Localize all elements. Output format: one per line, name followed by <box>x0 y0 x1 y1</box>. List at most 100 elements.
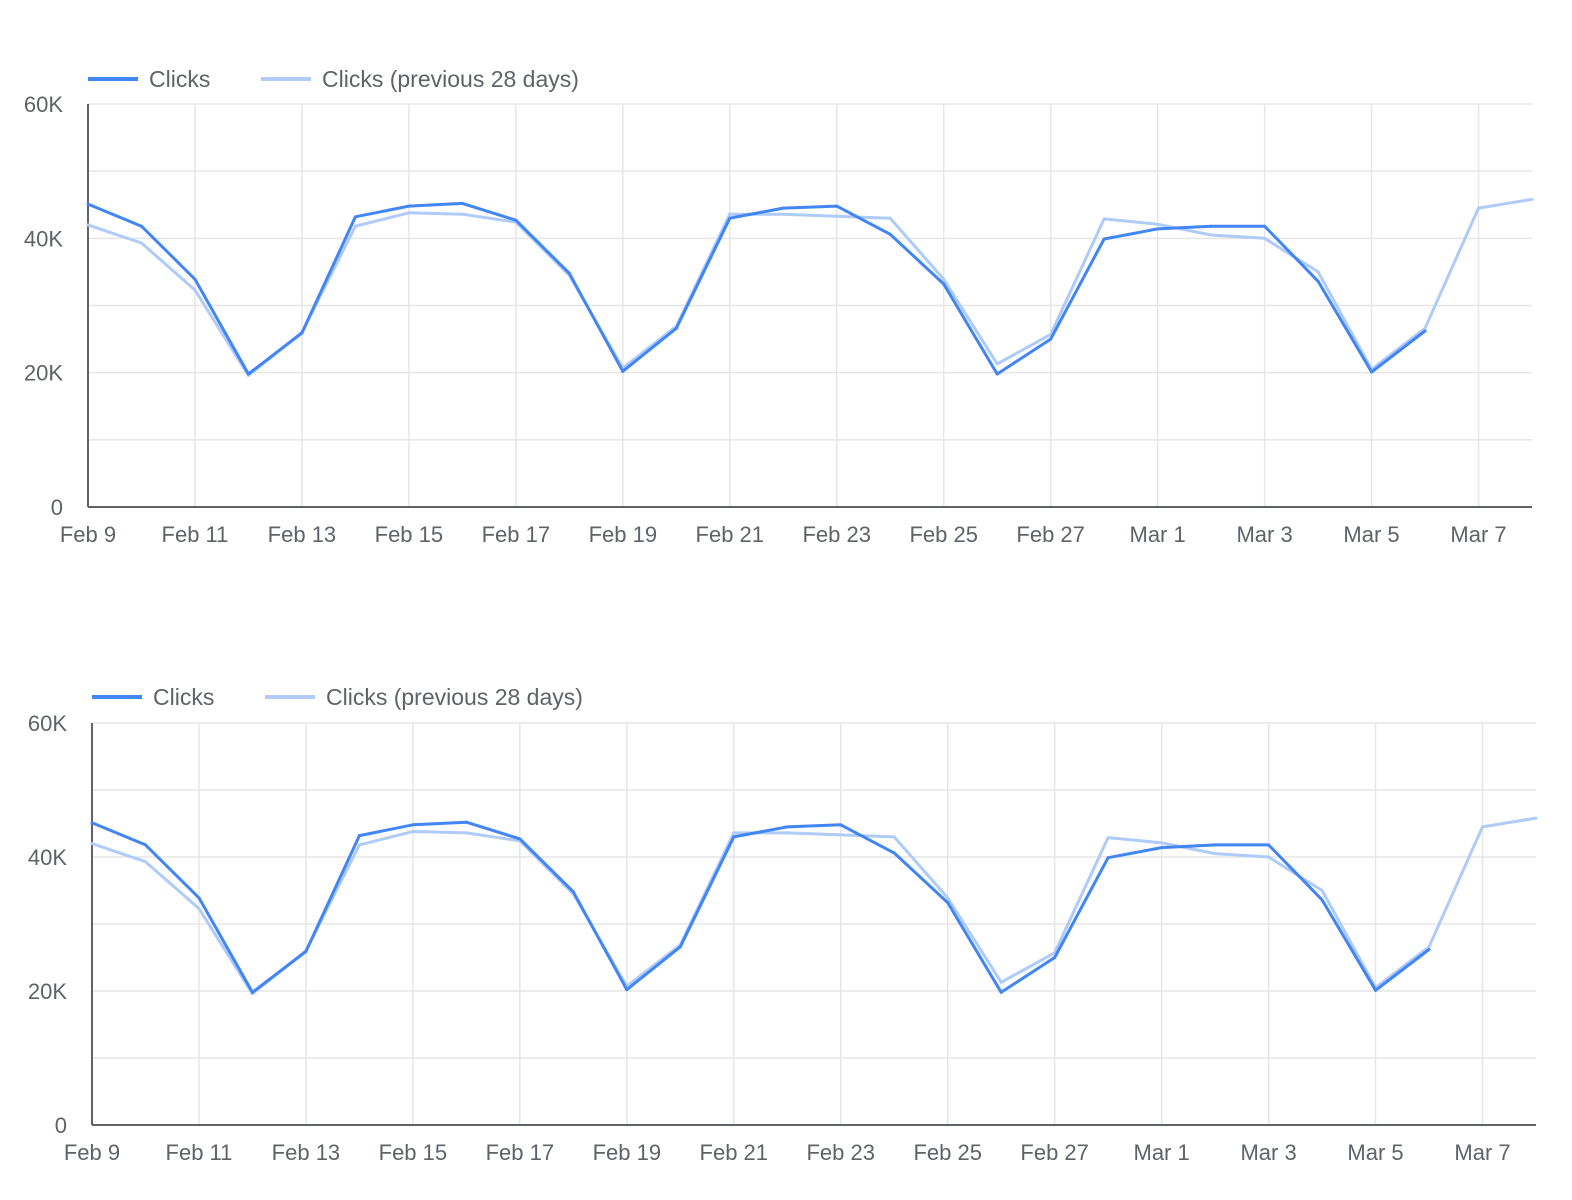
data-point-clicks <box>674 326 678 330</box>
data-point-clicks <box>888 232 892 236</box>
data-point-clicks <box>1102 237 1106 241</box>
data-point-clicks <box>995 372 999 376</box>
data-point-clicks <box>139 224 143 228</box>
x-tick-label: Mar 3 <box>1240 1140 1296 1165</box>
x-tick-label: Feb 11 <box>162 522 229 547</box>
x-tick-label: Feb 23 <box>802 522 871 547</box>
data-point-clicks <box>1053 956 1057 959</box>
y-tick-label: 40K <box>24 226 63 251</box>
data-point-clicks-previous <box>1534 816 1538 820</box>
data-point-clicks-previous <box>1320 889 1324 892</box>
data-point-clicks-previous <box>839 833 843 837</box>
series-line-clicks <box>91 820 1430 994</box>
x-tick-label: Mar 3 <box>1236 522 1292 547</box>
data-point-clicks <box>678 945 682 949</box>
data-point-clicks <box>1370 370 1374 374</box>
y-tick-label: 0 <box>55 1113 67 1138</box>
y-tick-label: 60K <box>28 711 67 736</box>
data-point-clicks-previous <box>86 223 90 227</box>
data-point-clicks <box>1160 846 1164 850</box>
data-point-clicks <box>999 990 1003 994</box>
data-point-clicks-previous <box>1156 222 1160 226</box>
data-point-clicks <box>464 820 468 824</box>
x-tick-label: Feb 17 <box>486 1140 555 1165</box>
data-point-clicks-previous <box>942 277 946 281</box>
data-point-clicks <box>1427 947 1431 951</box>
data-point-clicks <box>892 851 896 855</box>
x-tick-label: Mar 5 <box>1347 1140 1403 1165</box>
data-point-clicks-previous <box>1209 233 1213 237</box>
x-tick-label: Feb 27 <box>1016 522 1085 547</box>
x-tick-label: Mar 1 <box>1134 1140 1190 1165</box>
data-point-clicks-previous <box>1481 825 1485 829</box>
data-point-clicks <box>304 949 308 953</box>
data-point-clicks <box>353 215 357 219</box>
data-point-clicks-previous <box>193 288 197 292</box>
data-point-clicks <box>514 218 518 222</box>
data-point-clicks-previous <box>464 831 468 835</box>
data-point-clicks <box>571 890 575 894</box>
data-point-clicks-previous <box>411 830 415 834</box>
x-tick-label: Mar 7 <box>1450 522 1506 547</box>
data-point-clicks-previous <box>1267 855 1271 859</box>
data-point-clicks-previous <box>197 907 201 911</box>
data-point-clicks <box>781 206 785 210</box>
data-point-clicks <box>411 823 415 827</box>
x-tick-label: Feb 17 <box>482 522 551 547</box>
data-point-clicks-previous <box>460 212 464 216</box>
data-point-clicks <box>197 896 201 900</box>
data-point-clicks <box>246 372 250 376</box>
x-tick-label: Mar 5 <box>1343 522 1399 547</box>
data-point-clicks-previous <box>1477 206 1481 210</box>
x-tick-label: Feb 11 <box>166 1140 233 1165</box>
data-point-clicks <box>193 277 197 281</box>
data-point-clicks <box>728 216 732 220</box>
data-point-clicks <box>407 204 411 208</box>
data-point-clicks-previous <box>1316 270 1320 274</box>
x-tick-label: Feb 13 <box>268 522 337 547</box>
data-point-clicks <box>625 988 629 992</box>
x-tick-label: Feb 19 <box>593 1140 662 1165</box>
data-point-clicks <box>835 204 839 208</box>
data-point-clicks-previous <box>785 831 789 835</box>
data-point-clicks-previous <box>407 211 411 215</box>
legend-label: Clicks (previous 28 days) <box>326 684 583 710</box>
data-point-clicks <box>1156 227 1160 231</box>
y-tick-label: 20K <box>28 979 67 1004</box>
x-tick-label: Feb 9 <box>64 1140 120 1165</box>
data-point-clicks <box>1263 224 1267 228</box>
data-point-clicks <box>732 835 736 839</box>
x-tick-label: Feb 23 <box>806 1140 875 1165</box>
data-point-clicks <box>1209 224 1213 228</box>
data-point-clicks-previous <box>1102 217 1106 221</box>
data-point-clicks <box>86 202 90 206</box>
data-point-clicks-previous <box>1213 852 1217 856</box>
data-point-clicks <box>357 834 361 838</box>
data-point-clicks-previous <box>1427 945 1431 949</box>
series-line-clicks-previous <box>91 816 1537 996</box>
data-point-clicks <box>1213 843 1217 847</box>
y-tick-label: 20K <box>24 361 63 386</box>
data-point-clicks-previous <box>728 212 732 216</box>
data-point-clicks <box>1267 843 1271 847</box>
data-point-clicks <box>1049 337 1053 341</box>
x-tick-label: Feb 13 <box>272 1140 341 1165</box>
data-point-clicks-previous <box>90 842 94 846</box>
data-point-clicks-previous <box>835 214 839 218</box>
data-point-clicks-previous <box>1160 841 1164 845</box>
data-point-clicks-previous <box>999 980 1003 984</box>
data-point-clicks-previous <box>732 831 736 835</box>
y-tick-label: 40K <box>28 845 67 870</box>
data-point-clicks <box>946 901 950 905</box>
data-point-clicks <box>839 823 843 827</box>
data-point-clicks-previous <box>1423 326 1427 330</box>
data-point-clicks-previous <box>1106 836 1110 840</box>
x-tick-label: Feb 9 <box>60 522 116 547</box>
x-tick-label: Mar 7 <box>1454 1140 1510 1165</box>
data-point-clicks <box>1374 988 1378 992</box>
data-point-clicks <box>942 282 946 286</box>
x-tick-label: Feb 15 <box>375 522 444 547</box>
data-point-clicks <box>460 201 464 205</box>
